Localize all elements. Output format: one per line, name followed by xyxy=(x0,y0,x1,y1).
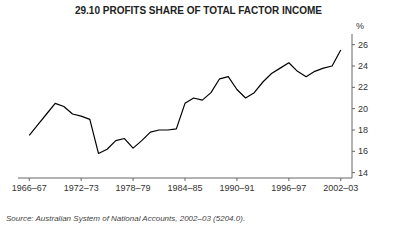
x-tick-label: 1996–97 xyxy=(271,183,306,193)
y-tick xyxy=(352,66,355,67)
x-tick xyxy=(340,178,341,181)
plot-area xyxy=(29,50,341,153)
y-tick xyxy=(352,151,355,152)
y-tick-label: 16 xyxy=(358,146,368,156)
x-tick-label: 2002–03 xyxy=(323,183,358,193)
x-tick-label: 1990–91 xyxy=(219,183,254,193)
y-tick xyxy=(352,108,355,109)
y-axis-label: % xyxy=(356,21,364,31)
x-tick-label: 1966–67 xyxy=(12,183,47,193)
x-tick-label: 1978–79 xyxy=(116,183,151,193)
x-tick xyxy=(288,178,289,181)
chart: 29.10 PROFITS SHARE OF TOTAL FACTOR INCO… xyxy=(0,0,397,227)
y-axis-line xyxy=(352,34,353,178)
y-tick xyxy=(352,44,355,45)
y-tick-label: 18 xyxy=(358,125,368,135)
x-tick xyxy=(185,178,186,181)
title: 29.10 PROFITS SHARE OF TOTAL FACTOR INCO… xyxy=(75,5,322,16)
y-tick xyxy=(352,172,355,173)
x-tick xyxy=(29,178,30,181)
x-tick xyxy=(133,178,134,181)
y-tick-label: 22 xyxy=(358,82,368,92)
line xyxy=(29,50,341,153)
x-tick-label: 1972–73 xyxy=(64,183,99,193)
y-tick-label: 20 xyxy=(358,104,368,114)
x-tick xyxy=(81,178,82,181)
y-tick xyxy=(352,87,355,88)
x-tick-label: 1984–85 xyxy=(167,183,202,193)
y-tick xyxy=(352,130,355,131)
y-tick-label: 24 xyxy=(358,61,368,71)
y-tick-label: 26 xyxy=(358,40,368,50)
y-tick-label: 14 xyxy=(358,168,368,178)
x-tick xyxy=(236,178,237,181)
source-note: Source: Australian System of National Ac… xyxy=(6,214,245,223)
